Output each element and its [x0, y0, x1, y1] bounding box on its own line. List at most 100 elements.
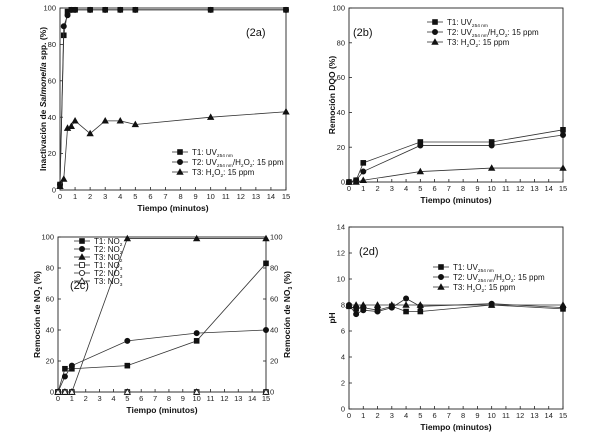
- data-point: [352, 301, 360, 308]
- data-point: [263, 260, 269, 267]
- y-tick-label: 12: [337, 249, 345, 258]
- legend-marker: [438, 264, 444, 270]
- x-tick-label: 8: [461, 184, 465, 193]
- legend-label: T1: NO3​: [94, 261, 123, 272]
- data-point: [64, 12, 71, 19]
- series-triangle: [345, 164, 567, 185]
- legend-label: T1: UV254 nm​: [453, 263, 494, 274]
- x-tick-label: 1: [73, 192, 77, 201]
- y-axis-label: Inactivación de Salmonella spp. (%): [38, 27, 48, 171]
- x-tick-label: 7: [153, 394, 157, 403]
- x-tick-label: 9: [181, 394, 185, 403]
- legend-label: T2: NO3​: [94, 269, 123, 280]
- legend-marker: [78, 253, 86, 260]
- y-axis-label-right: Remoción de NO3​ (%): [282, 271, 294, 358]
- data-point: [402, 301, 410, 308]
- data-point: [124, 362, 131, 369]
- series-line: [57, 263, 267, 393]
- data-point: [71, 117, 79, 124]
- data-point: [132, 6, 139, 13]
- series-triangle-open: [54, 388, 270, 395]
- y-tick-label: 60: [337, 73, 345, 82]
- data-point: [61, 373, 68, 380]
- data-point: [360, 160, 367, 166]
- data-point: [123, 388, 132, 395]
- data-point: [62, 365, 68, 372]
- data-point: [61, 388, 69, 395]
- x-tick-label: 7: [447, 411, 451, 420]
- x-tick-label: 8: [167, 394, 171, 403]
- data-point: [193, 338, 200, 344]
- y-tick-label: 60: [46, 295, 54, 304]
- x-tick-label: 12: [237, 192, 245, 201]
- legend: T1: UV254 nm​T2: UV254 nm​/H2​O2​: 15 pp…: [433, 263, 545, 294]
- y-tick-label: 20: [337, 143, 345, 152]
- x-tick-label: 11: [502, 411, 510, 420]
- x-tick-label: 12: [516, 184, 524, 193]
- data-point: [416, 167, 425, 175]
- y-axis-label: Remoción de NO2​ (%): [32, 271, 44, 358]
- x-axis-label: Tiempo (minutos): [126, 405, 197, 415]
- data-point: [360, 168, 367, 175]
- x-tick-label: 14: [267, 192, 275, 201]
- data-point: [207, 6, 214, 13]
- y-tick-label: 40: [46, 326, 54, 335]
- chart-2b: 0 1 2 3 4 5 6 7 8 9 10 11 12 13 14 15020406080100Tiempo…: [327, 4, 567, 205]
- y-tick-label: 40: [48, 113, 56, 122]
- data-point: [192, 388, 201, 395]
- legend-label: T2: UV254 nm​/H2​O2​: 15 ppm: [453, 273, 545, 284]
- y-right-tick-label: 40: [270, 326, 278, 335]
- data-point: [488, 142, 495, 149]
- x-tick-label: 10: [487, 184, 495, 193]
- x-tick-label: 0: [347, 184, 351, 193]
- x-tick-label: 4: [404, 184, 408, 193]
- y-right-tick-label: 100: [270, 233, 283, 242]
- data-point: [101, 117, 109, 124]
- x-tick-label: 12: [516, 411, 524, 420]
- y-tick-label: 0: [50, 388, 54, 397]
- series-triangle: [345, 301, 567, 308]
- legend-marker: [79, 238, 85, 244]
- data-point: [487, 301, 496, 308]
- x-tick-label: 11: [502, 184, 510, 193]
- x-tick-label: 14: [545, 184, 553, 193]
- x-tick-label: 0: [347, 411, 351, 420]
- data-point: [359, 301, 367, 308]
- legend-marker: [176, 168, 184, 175]
- legend-label: T3: H2​O2​: 15 ppm: [453, 283, 516, 294]
- y-tick-label: 0: [341, 405, 345, 414]
- x-tick-label: 15: [262, 394, 270, 403]
- data-point: [416, 301, 425, 308]
- x-tick-label: 6: [433, 411, 437, 420]
- x-axis-label: Tiempo (minutos): [420, 195, 491, 205]
- x-tick-label: 15: [282, 192, 290, 201]
- panel-tag: (2b): [353, 27, 373, 39]
- x-tick-label: 2: [375, 411, 379, 420]
- data-point: [60, 175, 68, 182]
- x-tick-label: 6: [148, 192, 152, 201]
- series-line: [58, 238, 266, 393]
- data-point: [353, 311, 360, 318]
- legend-label: T3: H2​O2​: 15 ppm: [192, 168, 255, 179]
- data-point: [360, 307, 367, 314]
- y-tick-label: 80: [46, 264, 54, 273]
- x-tick-label: 4: [404, 411, 408, 420]
- y-tick-label: 40: [337, 108, 345, 117]
- data-point: [560, 127, 566, 133]
- x-axis-label: Tiempo (minutos): [137, 203, 208, 213]
- x-tick-label: 4: [118, 192, 122, 201]
- data-point: [403, 295, 410, 302]
- x-tick-label: 10: [192, 394, 200, 403]
- data-point: [193, 330, 200, 337]
- x-tick-label: 4: [111, 394, 115, 403]
- data-point: [487, 164, 496, 171]
- data-point: [60, 23, 67, 30]
- y-right-tick-label: 80: [270, 264, 278, 273]
- x-tick-label: 9: [194, 192, 198, 201]
- series-line: [349, 167, 563, 183]
- x-tick-label: 5: [418, 411, 422, 420]
- data-point: [206, 113, 215, 120]
- x-tick-label: 15: [559, 184, 567, 193]
- plot-frame: [57, 236, 267, 393]
- legend-label: T3: NO3​: [94, 277, 123, 288]
